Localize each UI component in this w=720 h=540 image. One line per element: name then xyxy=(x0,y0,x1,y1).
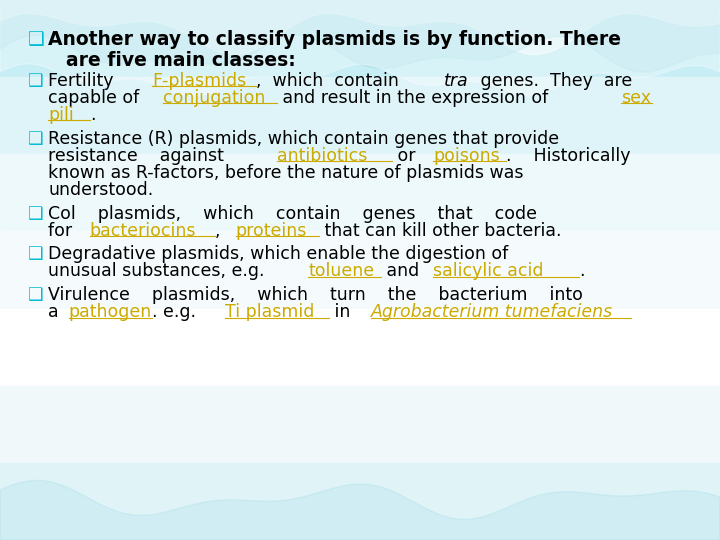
Bar xyxy=(0,463,720,540)
Text: Col    plasmids,    which    contain    genes    that    code: Col plasmids, which contain genes that c… xyxy=(48,205,537,222)
Text: Fertility: Fertility xyxy=(48,72,119,90)
Text: ❑: ❑ xyxy=(28,72,44,90)
Text: unusual substances, e.g.: unusual substances, e.g. xyxy=(48,262,270,280)
Bar xyxy=(0,232,720,308)
Text: conjugation: conjugation xyxy=(163,89,265,107)
Bar xyxy=(0,308,720,386)
Text: .    Historically: . Historically xyxy=(506,147,631,165)
Text: toluene: toluene xyxy=(308,262,374,280)
Text: pathogen: pathogen xyxy=(69,303,152,321)
Text: ❑: ❑ xyxy=(28,286,44,304)
Text: and result in the expression of: and result in the expression of xyxy=(277,89,554,107)
Bar xyxy=(0,77,720,154)
Text: Ti plasmid: Ti plasmid xyxy=(225,303,315,321)
Text: Degradative plasmids, which enable the digestion of: Degradative plasmids, which enable the d… xyxy=(48,245,508,264)
Text: a: a xyxy=(48,303,64,321)
Text: known as R-factors, before the nature of plasmids was: known as R-factors, before the nature of… xyxy=(48,164,523,182)
Text: poisons: poisons xyxy=(433,147,500,165)
Text: ❑: ❑ xyxy=(28,205,44,222)
Bar xyxy=(0,386,720,463)
Text: ❑: ❑ xyxy=(28,245,44,264)
Text: Another way to classify plasmids is by function. There: Another way to classify plasmids is by f… xyxy=(48,30,621,49)
Text: Agrobacterium tumefaciens: Agrobacterium tumefaciens xyxy=(371,303,613,321)
Text: .: . xyxy=(580,262,585,280)
Text: and: and xyxy=(382,262,425,280)
Text: ❑: ❑ xyxy=(28,30,45,49)
Text: antibiotics: antibiotics xyxy=(277,147,367,165)
Text: or: or xyxy=(392,147,420,165)
Text: Virulence    plasmids,    which    turn    the    bacterium    into: Virulence plasmids, which turn the bacte… xyxy=(48,286,583,304)
Text: Resistance (R) plasmids, which contain genes that provide: Resistance (R) plasmids, which contain g… xyxy=(48,130,559,148)
Text: F-plasmids: F-plasmids xyxy=(152,72,246,90)
Text: .: . xyxy=(90,106,95,124)
Text: proteins: proteins xyxy=(235,221,307,240)
Text: pili: pili xyxy=(48,106,73,124)
Text: capable of: capable of xyxy=(48,89,145,107)
Text: tra: tra xyxy=(444,72,469,90)
Text: ,  which  contain: , which contain xyxy=(256,72,405,90)
Text: genes.  They  are: genes. They are xyxy=(475,72,632,90)
Text: resistance    against: resistance against xyxy=(48,147,230,165)
Text: ,: , xyxy=(215,221,225,240)
Text: sex: sex xyxy=(621,89,651,107)
Text: bacteriocins: bacteriocins xyxy=(90,221,196,240)
Text: understood.: understood. xyxy=(48,181,153,199)
Text: . e.g.: . e.g. xyxy=(152,303,202,321)
Text: in: in xyxy=(329,303,356,321)
Text: ❑: ❑ xyxy=(28,130,44,148)
Text: that can kill other bacteria.: that can kill other bacteria. xyxy=(319,221,562,240)
Bar xyxy=(0,154,720,232)
Bar xyxy=(0,0,720,77)
Text: for: for xyxy=(48,221,78,240)
Text: are five main classes:: are five main classes: xyxy=(66,51,296,70)
Text: salicylic acid: salicylic acid xyxy=(433,262,544,280)
